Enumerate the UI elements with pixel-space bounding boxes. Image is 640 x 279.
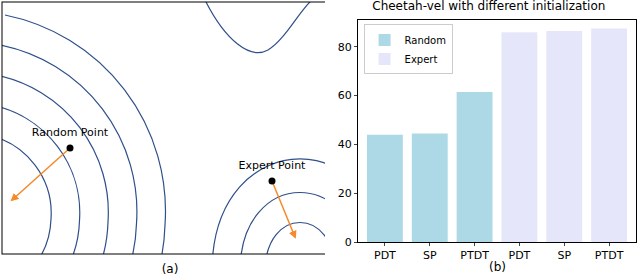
svg-text:(a): (a) bbox=[162, 262, 179, 276]
svg-text:20: 20 bbox=[338, 187, 352, 200]
svg-text:SP: SP bbox=[423, 249, 437, 262]
svg-text:(b): (b) bbox=[489, 260, 506, 274]
svg-text:60: 60 bbox=[338, 89, 352, 102]
svg-text:PTDT: PTDT bbox=[460, 249, 489, 262]
svg-text:0: 0 bbox=[345, 236, 352, 249]
svg-text:Random Point: Random Point bbox=[32, 126, 109, 139]
svg-text:40: 40 bbox=[338, 138, 352, 151]
svg-text:PDT: PDT bbox=[374, 249, 396, 262]
svg-text:Expert Point: Expert Point bbox=[239, 159, 307, 172]
svg-text:80: 80 bbox=[338, 41, 352, 54]
svg-text:Cheetah-vel with different ini: Cheetah-vel with different initializatio… bbox=[372, 0, 605, 13]
svg-text:PDT: PDT bbox=[509, 249, 531, 262]
svg-text:PTDT: PTDT bbox=[595, 249, 624, 262]
svg-text:SP: SP bbox=[557, 249, 571, 262]
svg-text:Expert: Expert bbox=[405, 54, 438, 65]
svg-text:Random: Random bbox=[405, 35, 446, 46]
